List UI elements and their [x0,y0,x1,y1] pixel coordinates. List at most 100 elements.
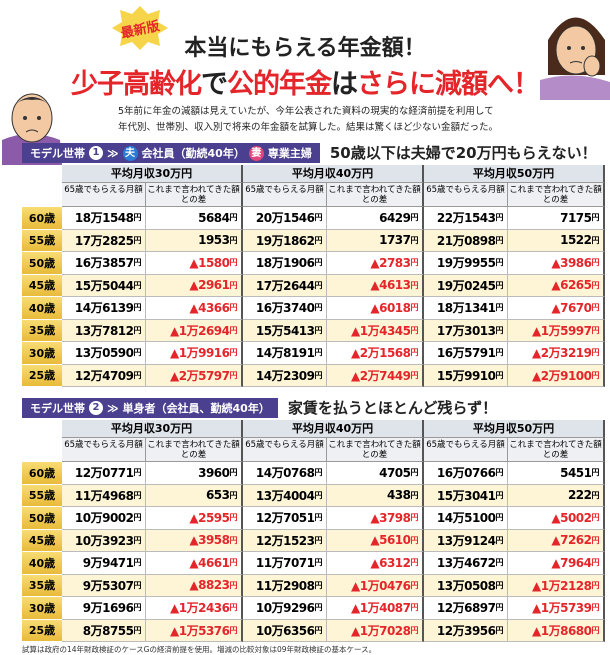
table-cell: ▲2万7449 円 [327,364,424,387]
age-cell: 55歳 [22,229,62,252]
table-cell: 1953 円 [146,229,243,252]
table-cell: ▲2万1568 円 [327,342,424,365]
table-cell: 438 円 [327,484,424,507]
table-cell: 1737 円 [327,229,424,252]
table-cell: 19万9955 円 [424,252,508,275]
table-cell: 19万1862 円 [243,229,327,252]
table-cell: ▲1万5739 円 [508,597,605,620]
section-headline: 50歳以下は夫婦で20万円もらえない！ [329,144,597,162]
table-cell: 10万9296 円 [243,597,327,620]
table-cell: 12万6897 円 [424,597,508,620]
table-cell: 3960 円 [146,462,243,485]
table-cell: ▲3798 円 [327,507,424,530]
tag-badge: 妻 [248,145,264,161]
group-header: 平均月収40万円 [243,420,424,438]
table-cell: 11万4968 円 [62,484,146,507]
tag-text: 単身者（会社員、勤続40年） [122,402,270,415]
column-header: これまで言われてきた額との差 [146,183,243,207]
age-cell: 60歳 [22,207,62,230]
table-cell: 16万0766 円 [424,462,508,485]
table-cell: ▲2万9100 円 [508,364,605,387]
table-cell: 15万5413 円 [243,319,327,342]
table-cell: ▲7262 円 [508,529,605,552]
table-cell: 17万3013 円 [424,319,508,342]
table-cell: ▲8823 円 [146,574,243,597]
table-cell: 12万7051 円 [243,507,327,530]
table-cell: ▲4661 円 [146,552,243,575]
table-cell: 12万0771 円 [62,462,146,485]
table-cell: 17万2644 円 [243,274,327,297]
table-cell: 14万2309 円 [243,364,327,387]
subtitle-part: 公的年金 [227,69,332,100]
section-label: モデル世帯 [30,147,85,160]
table-cell: 20万1546 円 [243,207,327,230]
table-cell: 12万3956 円 [424,619,508,642]
title: 本当にもらえる年金額！ [184,36,426,61]
badge-burst [112,6,168,50]
column-header: 65歳でもらえる月額 [243,183,327,207]
age-cell: 40歳 [22,552,62,575]
section-arrow: ≫ [107,401,119,415]
age-cell: 45歳 [22,529,62,552]
table-cell: ▲1万8680 円 [508,619,605,642]
table-cell: 18万1341 円 [424,297,508,320]
table-cell: ▲2595 円 [146,507,243,530]
footnote: 試算は政府の14年財政検証のケースGの経済前提を使用。増減の比較対象は09年財政… [22,645,377,654]
table-cell: ▲5610 円 [327,529,424,552]
subtitle-part: は [331,69,358,100]
age-cell: 35歳 [22,319,62,342]
age-cell: 50歳 [22,507,62,530]
table-cell: 9万9471 円 [62,552,146,575]
table-cell: 11万7071 円 [243,552,327,575]
column-header: これまで言われてきた額との差 [327,183,424,207]
table-cell: 13万4004 円 [243,484,327,507]
table-cell: 7175 円 [508,207,605,230]
section-bar: モデル世帯 2 ≫ 単身者（会社員、勤続40年） [22,398,278,418]
section-headline: 家賃を払うとほとんど残らず！ [287,399,498,417]
table-cell: ▲4613 円 [327,274,424,297]
table-cell: 10万3923 円 [62,529,146,552]
tag-badge: 夫 [122,145,138,161]
table-cell: 18万1548 円 [62,207,146,230]
table-cell: ▲6265 円 [508,274,605,297]
column-header: 65歳でもらえる月額 [424,183,508,207]
table-cell: 10万9002 円 [62,507,146,530]
table-cell: 4705 円 [327,462,424,485]
table-cell: 14万5100 円 [424,507,508,530]
age-cell: 30歳 [22,342,62,365]
table-cell: 9万5307 円 [62,574,146,597]
table-cell: 13万7812 円 [62,319,146,342]
age-cell: 25歳 [22,619,62,642]
age-cell: 45歳 [22,274,62,297]
group-header: 平均月収30万円 [62,165,243,183]
table-cell: ▲6018 円 [327,297,424,320]
group-header: 平均月収40万円 [243,165,424,183]
table-cell: 14万8191 円 [243,342,327,365]
section-bar: モデル世帯 1 ≫ 夫会社員（勤続40年）妻専業主婦 [22,143,320,163]
age-cell: 35歳 [22,574,62,597]
column-header: 65歳でもらえる月額 [243,438,327,462]
age-cell: 60歳 [22,462,62,485]
table-cell: 14万0768 円 [243,462,327,485]
subtitle-part: さらに減額へ！ [357,69,540,100]
table-cell: ▲1万2694 円 [146,319,243,342]
table-cell: 16万3857 円 [62,252,146,275]
table-cell: ▲3958 円 [146,529,243,552]
table-cell: 1522 円 [508,229,605,252]
table-cell: 5684 円 [146,207,243,230]
table-cell: 21万0898 円 [424,229,508,252]
table-cell: ▲1万4345 円 [327,319,424,342]
table-cell: 15万3041 円 [424,484,508,507]
table-cell: 22万1543 円 [424,207,508,230]
table-cell: ▲3986 円 [508,252,605,275]
age-cell: 50歳 [22,252,62,275]
group-header: 平均月収30万円 [62,420,243,438]
age-cell: 40歳 [22,297,62,320]
age-header [22,420,62,462]
table-cell: 16万3740 円 [243,297,327,320]
column-header: これまで言われてきた額との差 [508,183,605,207]
table-cell: 12万4709 円 [62,364,146,387]
table-cell: ▲7964 円 [508,552,605,575]
table-cell: ▲1万2128 円 [508,574,605,597]
